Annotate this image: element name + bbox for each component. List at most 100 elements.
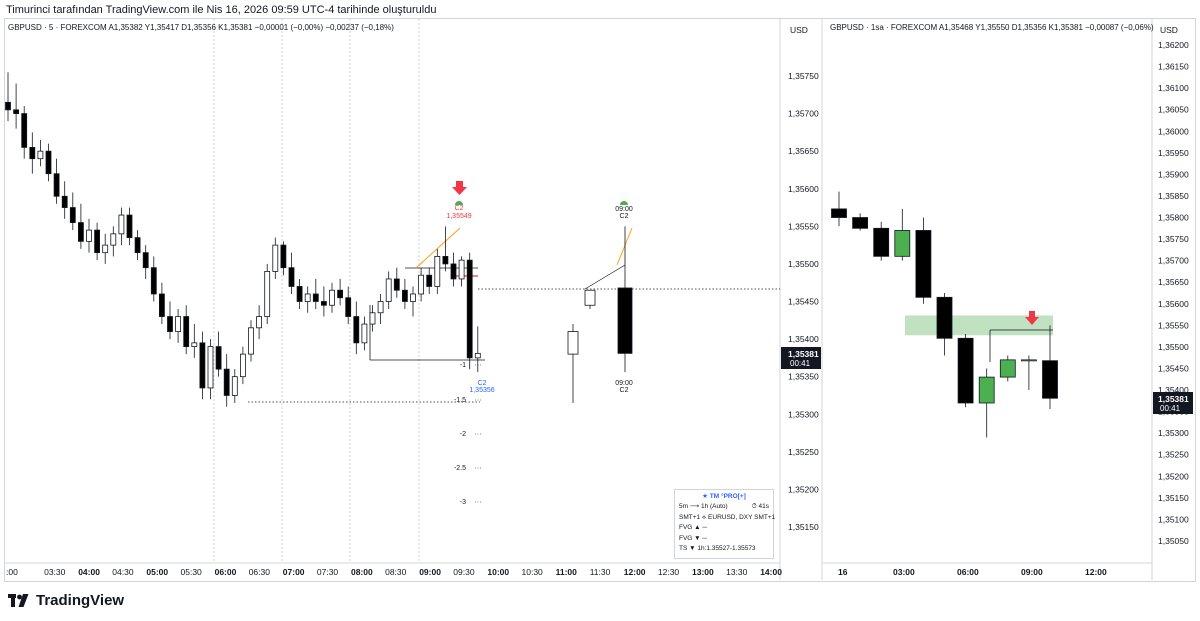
candle-body: [280, 244, 287, 269]
candle-body: [337, 289, 344, 299]
left-legend: GBPUSD · 5 · FOREXCOM A1,35382 Y1,35417 …: [8, 23, 394, 32]
candle-body: [223, 368, 230, 396]
candle-body: [377, 301, 384, 314]
time-tick-label: 10:30: [522, 567, 544, 577]
price-tick-label: 1,35200: [788, 484, 819, 494]
price-tick-label: 1,35150: [788, 522, 819, 532]
candle-body: [231, 376, 238, 396]
candle-body: [873, 227, 890, 257]
price-tick-label: 1,35600: [788, 184, 819, 194]
time-tick-label: 03:00: [893, 567, 915, 577]
candle-body: [304, 293, 311, 302]
chart-canvas[interactable]: GBPUSD · 5 · FOREXCOM A1,35382 Y1,35417 …: [0, 0, 1200, 585]
candle-body: [999, 359, 1016, 378]
time-tick-label: 09:00: [419, 567, 441, 577]
candle-body: [45, 150, 52, 175]
price-tick-label: 1,35050: [1158, 536, 1189, 546]
time-tick-label: 13:00: [692, 567, 714, 577]
time-tick-label: 07:00: [283, 567, 305, 577]
candle-body: [936, 296, 953, 339]
price-tick-label: 1,35650: [788, 146, 819, 156]
candle-body: [191, 342, 198, 348]
sell-arrow-icon: [452, 181, 467, 195]
time-tick-label: 11:00: [556, 567, 578, 577]
candle-body: [5, 101, 11, 111]
price-tick-label: 1,35700: [788, 109, 819, 119]
time-tick-label: :00: [6, 567, 18, 577]
candle-body: [69, 207, 76, 223]
fib-levels: -1 -1.5 -2 -2.5 -3: [454, 362, 482, 506]
panel-row: FVG ▼ ─: [679, 534, 708, 542]
left-candles: [5, 72, 481, 407]
candle-body: [584, 289, 596, 306]
candle-body: [150, 267, 157, 295]
candle-body: [329, 289, 335, 306]
left-last-price: 1,35381: [788, 349, 819, 359]
price-tick-label: 1,35750: [1158, 234, 1189, 244]
candle-body: [434, 255, 441, 287]
panel-row: SMT+1 ⟡ EURUSD, DXY SMT+1: [679, 513, 776, 521]
price-tick-label: 1,35450: [788, 297, 819, 307]
price-tick-label: 1,35600: [1158, 299, 1189, 309]
price-tick-label: 1,36200: [1158, 40, 1189, 50]
candle-body: [567, 331, 579, 355]
candle-body: [102, 244, 109, 254]
time-tick-label: 12:30: [658, 567, 680, 577]
fib-level-label: -1: [460, 362, 466, 369]
price-tick-label: 1,35500: [788, 259, 819, 269]
page-title: Timurinci tarafından TradingView.com ile…: [6, 4, 437, 16]
candle-body: [393, 278, 400, 291]
fib-level-label: -1.5: [454, 397, 466, 404]
indicator-panel: ★ TM °PRO[+] 5m ⟶ 1h (Auto) ⏱ 41s SMT+1 ⟡…: [674, 489, 776, 559]
candle-body: [86, 229, 92, 242]
candle-body: [831, 208, 847, 218]
candle-body: [296, 286, 303, 302]
candle-body: [61, 195, 68, 208]
candle-body: [118, 214, 125, 235]
time-tick-label: 08:30: [385, 567, 407, 577]
candle-body: [320, 301, 327, 306]
candle-body: [617, 287, 633, 354]
chart-frame: [4, 18, 1196, 582]
candle-body: [142, 252, 149, 269]
tradingview-wordmark: TradingView: [36, 592, 125, 609]
candle-body: [288, 267, 295, 287]
right-last-price: 1,35381: [1158, 394, 1189, 404]
price-tick-label: 1,35750: [788, 71, 819, 81]
proj-connector: [584, 264, 626, 290]
candle-body: [385, 278, 392, 302]
price-tick-label: 1,35550: [1158, 320, 1189, 330]
time-tick-label: 06:00: [215, 567, 237, 577]
time-tick-label: 03:30: [44, 567, 66, 577]
proj-bottom-time: 09:00: [615, 380, 633, 387]
price-tick-label: 1,35250: [1158, 450, 1189, 460]
candle-body: [458, 259, 465, 280]
tradingview-logo-icon: [8, 593, 29, 607]
bottom-c2-price: 1,35356: [469, 387, 494, 394]
panel-title: ★ TM °PRO[+]: [702, 493, 746, 500]
candle-body: [1042, 360, 1058, 399]
right-legend: GBPUSD · 1sa · FOREXCOM A1,35468 Y1,3555…: [830, 23, 1154, 32]
time-tick-label: 11:30: [590, 567, 611, 577]
candle-body: [207, 346, 214, 389]
candle-body: [199, 342, 206, 389]
candle-body: [915, 230, 932, 298]
panel-row: FVG ▲ ─: [679, 524, 708, 531]
candle-body: [167, 316, 173, 332]
fib-level-label: -2: [460, 431, 466, 438]
candle-body: [426, 274, 433, 287]
top-c2-label: C2: [455, 205, 464, 212]
left-currency: USD: [790, 25, 808, 35]
left-price-ticks: 1,35750 1,35700 1,35650 1,35600 1,35550 1,355…: [788, 71, 819, 532]
time-tick-label: 14:00: [760, 567, 782, 577]
candle-body: [466, 259, 473, 359]
price-tick-label: 1,35150: [1158, 493, 1189, 503]
candle-body: [53, 173, 60, 197]
right-countdown: 00:41: [1160, 404, 1181, 413]
candle-body: [1021, 359, 1037, 362]
proj-swing-line: [616, 227, 633, 266]
fib-swing-line: [415, 227, 461, 269]
candle-body: [361, 323, 368, 344]
candle-body: [239, 353, 246, 378]
projection-candles: [567, 226, 633, 403]
